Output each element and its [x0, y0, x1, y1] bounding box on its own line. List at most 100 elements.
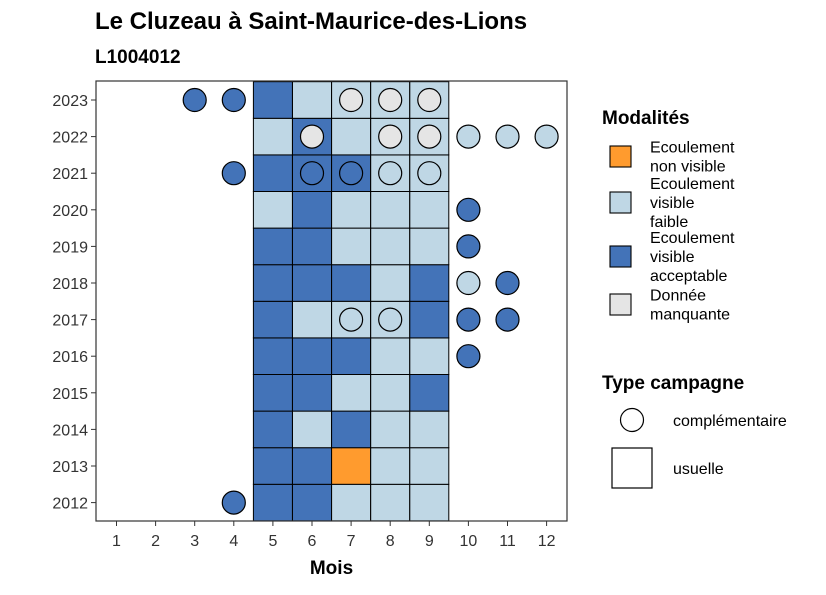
tile-2022-7: [331, 117, 372, 156]
tile-2019-7: [331, 227, 372, 266]
point-2017-7: [339, 307, 364, 332]
point-2017-8: [378, 307, 403, 332]
x-tick-label-10: 10: [460, 533, 478, 550]
x-tick-label-3: 3: [190, 533, 199, 550]
x-tick-label-4: 4: [229, 533, 238, 550]
tile-2020-7: [331, 191, 372, 229]
point-2021-6: [299, 161, 325, 186]
tile-2017-6: [292, 300, 332, 339]
point-2017-10: [456, 307, 481, 332]
x-tick-label-5: 5: [268, 533, 277, 550]
y-tick-label-2019: 2019: [52, 239, 88, 256]
point-2020-10: [456, 197, 481, 222]
point-2016-10: [456, 344, 481, 369]
tile-2021-5: [252, 154, 293, 192]
point-2022-12: [534, 124, 559, 149]
legend-key-va: [609, 245, 632, 268]
tile-2015-9: [409, 374, 450, 412]
point-2021-9: [417, 161, 442, 186]
y-tick-label-2014: 2014: [52, 422, 88, 439]
tile-2012-6: [292, 483, 332, 522]
tile-2018-5: [252, 264, 293, 302]
tile-2013-8: [370, 447, 411, 485]
tile-2015-6: [292, 374, 332, 412]
point-2021-4: [221, 161, 246, 186]
point-2022-11: [495, 124, 520, 149]
tile-2013-7: [331, 447, 372, 485]
point-2023-3: [182, 87, 207, 113]
tile-2023-5: [252, 81, 293, 119]
point-2017-11: [495, 307, 520, 332]
legend-key-dm: [609, 293, 632, 316]
y-tick-label-2020: 2020: [52, 203, 88, 220]
tile-2016-7: [331, 337, 372, 375]
x-tick-label-9: 9: [425, 533, 434, 550]
legend-label-nv: Ecoulement non visible: [650, 140, 735, 176]
tile-2013-6: [292, 447, 332, 485]
tile-2016-9: [409, 337, 450, 375]
point-2022-9: [417, 124, 442, 149]
x-tick-label-8: 8: [386, 533, 395, 550]
tile-2018-9: [409, 264, 450, 302]
tile-2014-6: [292, 410, 332, 449]
legend-key-vf: [609, 191, 632, 214]
legend-label-complementaire: complémentaire: [673, 413, 787, 430]
tile-2015-7: [331, 374, 372, 412]
y-tick-label-2012: 2012: [52, 496, 88, 513]
x-tick-label-1: 1: [112, 533, 121, 550]
y-tick-label-2018: 2018: [52, 276, 88, 293]
point-2022-10: [456, 124, 481, 149]
tile-2014-5: [252, 410, 293, 449]
legend-key-usuelle: [611, 447, 653, 489]
legend-campagne-title: Type campagne: [602, 373, 744, 394]
x-tick-label-11: 11: [499, 533, 516, 550]
tile-2012-5: [252, 483, 293, 522]
tile-2022-5: [252, 117, 293, 156]
y-tick-label-2015: 2015: [52, 386, 88, 403]
point-2022-6: [299, 124, 325, 149]
x-axis-title: Mois: [310, 558, 353, 579]
legend-modalites-title: Modalités: [602, 108, 690, 129]
y-tick-label-2021: 2021: [52, 166, 88, 183]
tile-2016-5: [252, 337, 293, 375]
tile-2018-6: [292, 264, 332, 302]
tile-2014-8: [370, 410, 411, 449]
point-2018-10: [456, 270, 481, 296]
tile-2013-5: [252, 447, 293, 485]
point-2022-8: [378, 124, 403, 149]
legend-label-usuelle: usuelle: [673, 461, 724, 478]
point-2023-7: [339, 87, 364, 113]
point-2021-8: [378, 161, 403, 186]
tile-2020-5: [252, 191, 293, 229]
chart-title: Le Cluzeau à Saint-Maurice-des-Lions: [95, 8, 527, 35]
tile-2019-9: [409, 227, 450, 266]
y-tick-label-2023: 2023: [52, 93, 88, 110]
tile-2012-7: [331, 483, 372, 522]
tile-2019-8: [370, 227, 411, 266]
tile-2018-8: [370, 264, 411, 302]
tile-2012-9: [409, 483, 450, 522]
tile-2018-7: [331, 264, 372, 302]
tile-2023-6: [292, 81, 332, 119]
tile-2015-8: [370, 374, 411, 412]
point-2023-4: [221, 87, 246, 113]
point-2019-10: [456, 234, 481, 259]
panel-border: [95, 80, 568, 522]
tile-2013-9: [409, 447, 450, 485]
plot-area: 1 2 3 4 5 6 7 8 9 10 11 122012201320142015201620172…: [52, 80, 568, 550]
tile-2019-6: [292, 227, 332, 266]
tile-2016-6: [292, 337, 332, 375]
tile-2017-9: [409, 300, 450, 339]
tile-2016-8: [370, 337, 411, 375]
x-tick-label-7: 7: [347, 533, 356, 550]
legend-label-dm: Donnée manquante: [650, 288, 730, 324]
tile-2020-9: [409, 191, 450, 229]
chart-subtitle: L1004012: [95, 47, 181, 68]
point-2012-4: [221, 490, 246, 515]
tile-2020-6: [292, 191, 332, 229]
tile-2014-9: [409, 410, 450, 449]
x-tick-label-2: 2: [151, 533, 160, 550]
